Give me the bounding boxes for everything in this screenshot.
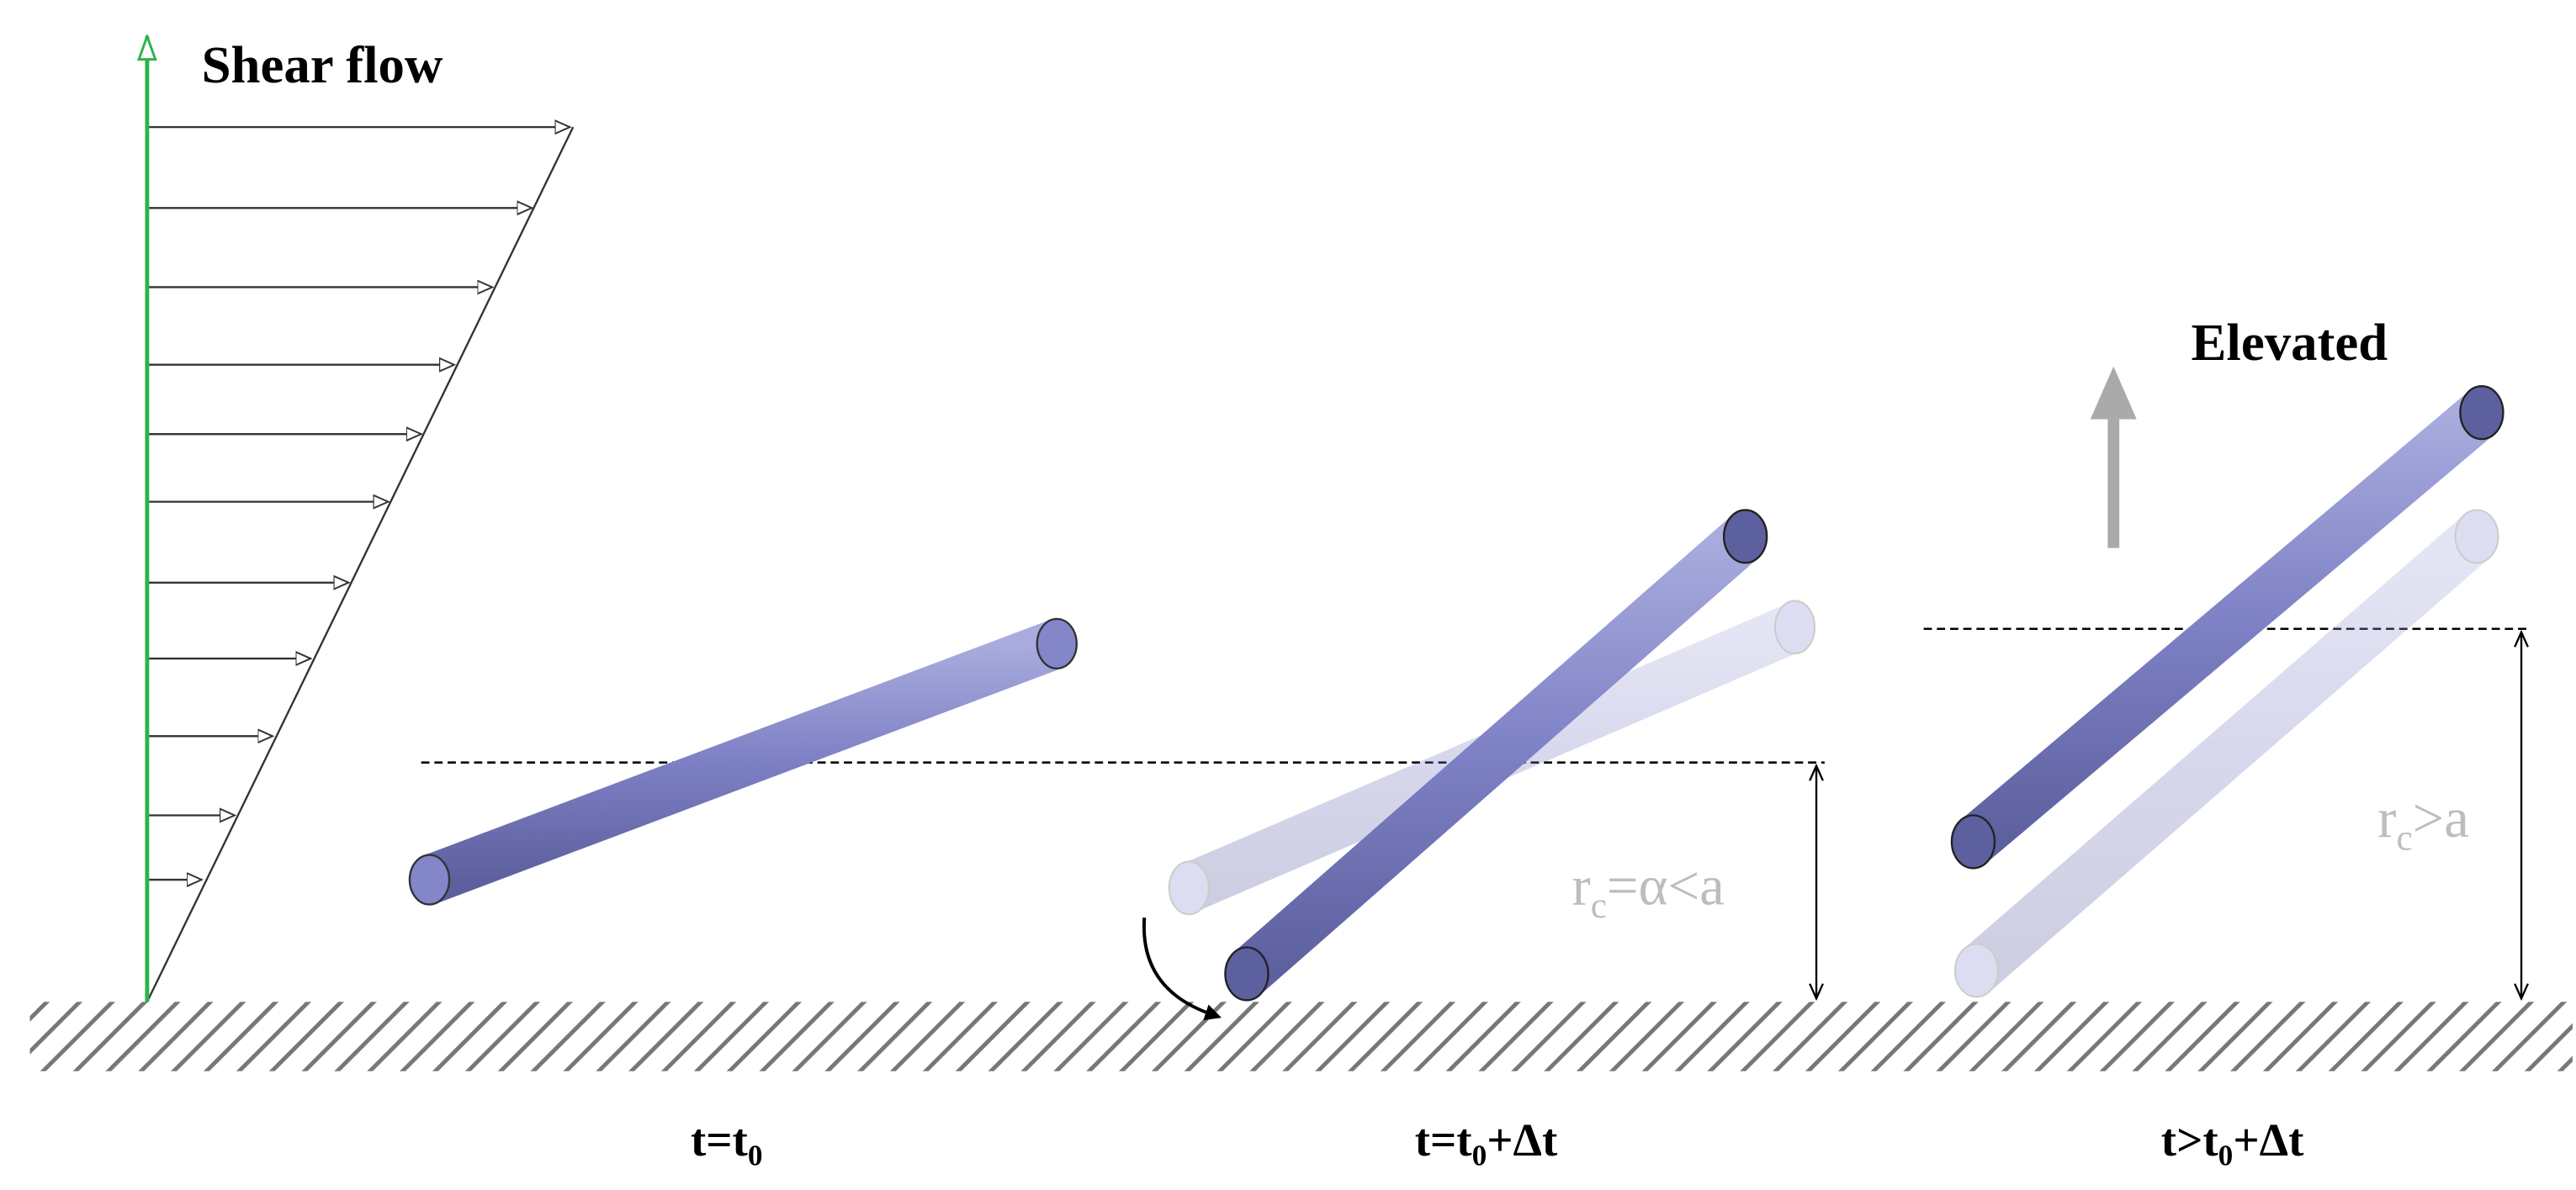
text: r: [1572, 855, 1591, 917]
subscript: 0: [1472, 1140, 1487, 1172]
cylinder: [408, 617, 1078, 906]
subscript: c: [1591, 886, 1607, 926]
ground: [29, 1002, 2573, 1071]
text: +Δt: [2233, 1114, 2304, 1166]
subscript: 0: [748, 1140, 763, 1172]
text: t=t: [691, 1114, 749, 1166]
text: >a: [2413, 788, 2469, 849]
text: t>t: [2161, 1114, 2219, 1166]
time-label: t=t0: [691, 1114, 763, 1172]
text: t=t: [1415, 1114, 1473, 1166]
label: rc=α<a: [1572, 855, 1725, 926]
label: rc>a: [2377, 788, 2469, 859]
shear-profile: [146, 127, 575, 1002]
time-label: t=t0+Δt: [1415, 1114, 1558, 1172]
cylinder: [1950, 385, 2504, 870]
text: =α<a: [1607, 855, 1725, 917]
cylinder-previous: [1953, 509, 2499, 998]
time-label: t>t0+Δt: [2161, 1114, 2304, 1172]
subscript: 0: [2218, 1140, 2234, 1172]
subscript: c: [2397, 819, 2413, 859]
elevation-arrow-head: [2090, 366, 2137, 420]
title: Shear flow: [202, 35, 443, 94]
rotation-arrow: [1142, 918, 1222, 1021]
text: +Δt: [1487, 1114, 1558, 1166]
cylinder: [1224, 509, 1768, 1002]
label: Elevated: [2192, 313, 2388, 372]
text: r: [2377, 788, 2396, 849]
